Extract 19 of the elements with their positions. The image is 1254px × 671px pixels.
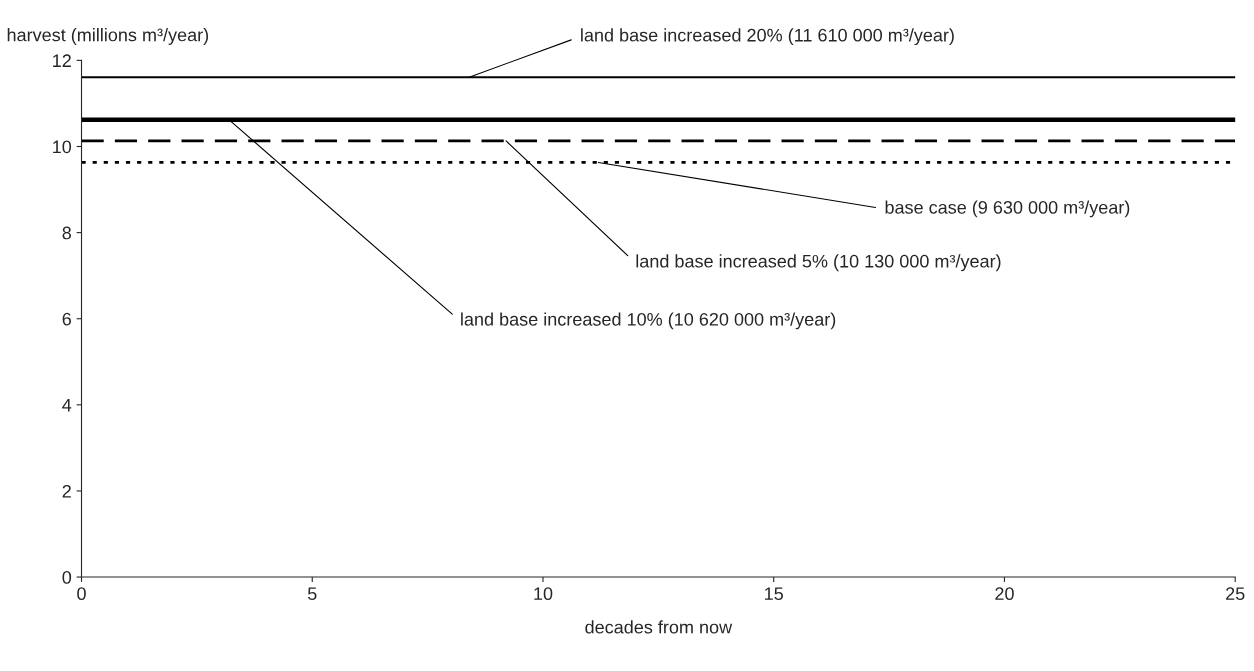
- x-tick-label: 10: [534, 587, 553, 601]
- y-tick-label: 6: [62, 312, 71, 326]
- y-tick-label: 4: [62, 398, 72, 412]
- annotation: base case (9 630 000 m³/year): [885, 200, 1130, 218]
- y-axis-title: harvest (millions m³/year): [7, 28, 209, 45]
- x-axis-title: decades from now: [585, 620, 733, 634]
- annotation: land base increased 5% (10 130 000 m³/year): [636, 254, 1001, 272]
- x-tick-label: 25: [1226, 587, 1245, 601]
- x-tick-label: 15: [765, 587, 783, 601]
- x-tick-label: 20: [995, 587, 1014, 601]
- y-tick-label: 0: [62, 570, 72, 584]
- y-tick-label: 10: [53, 140, 72, 154]
- x-tick-label: 0: [77, 587, 86, 601]
- annotation: land base increased 20% (11 610 000 m³/year): [581, 28, 954, 46]
- y-tick-label: 8: [62, 226, 71, 240]
- y-tick-label: 12: [53, 54, 71, 67]
- y-tick-label: 2: [62, 484, 71, 498]
- x-tick-label: 5: [307, 587, 317, 601]
- annotation: land base increased 10% (10 620 000 m³/year): [461, 312, 836, 330]
